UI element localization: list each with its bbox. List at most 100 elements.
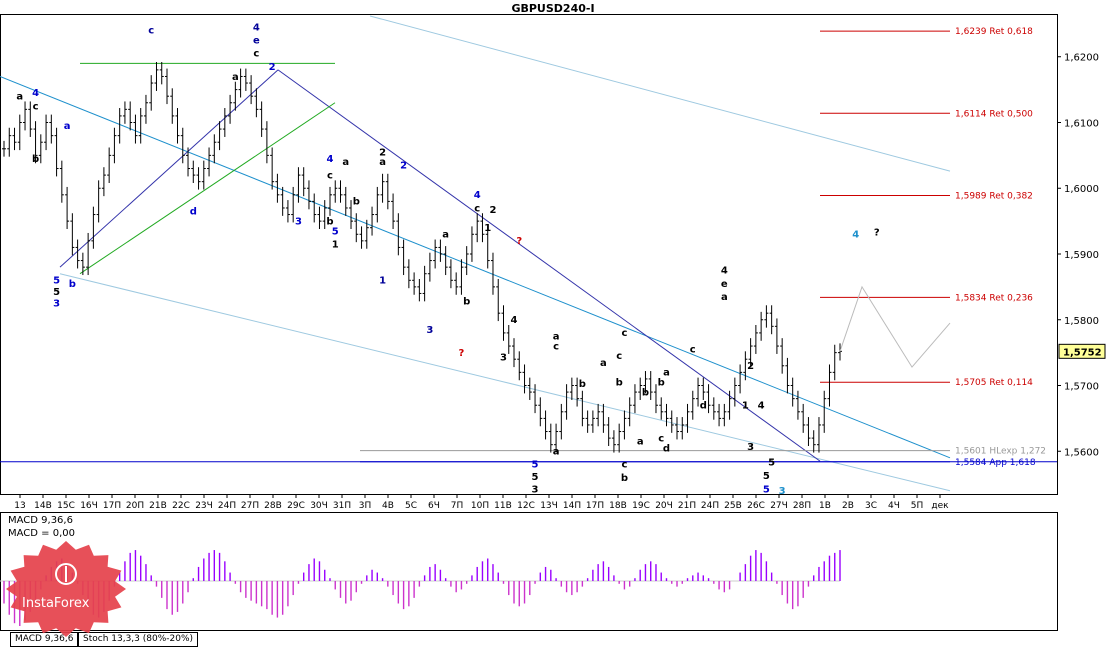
price-bar [243, 68, 248, 91]
price-bar [33, 121, 38, 164]
price-bar [638, 377, 643, 400]
x-tick-label: 17П [103, 501, 121, 511]
wave-label: c [148, 26, 154, 37]
price-bar [753, 325, 758, 354]
price-bar [49, 114, 54, 144]
price-bar [548, 423, 553, 453]
wave-label: a [553, 447, 560, 458]
wave-label: a [379, 157, 386, 168]
price-bar [122, 101, 127, 124]
wave-label: 5 [332, 226, 339, 237]
green-line [79, 102, 336, 275]
price-bar [543, 410, 548, 440]
y-tick-label: 1,5900 [1064, 250, 1099, 261]
price-bar [643, 371, 648, 394]
price-bar [538, 397, 543, 427]
price-bar [391, 193, 396, 230]
x-tick-label: 11В [494, 501, 512, 511]
price-bar [91, 206, 96, 249]
x-tick-label: дек [931, 501, 949, 511]
price-bar [622, 410, 627, 440]
wave-label: 2 [400, 161, 407, 172]
price-bar [333, 180, 338, 203]
x-tick-label: 24П [218, 501, 236, 511]
price-bar [769, 305, 774, 335]
x-tick-label: 28В [264, 501, 282, 511]
wave-label: a [600, 358, 607, 369]
price-bar [443, 246, 448, 276]
price-bar [427, 252, 432, 282]
wave-label: c [553, 341, 559, 352]
price-bar [370, 206, 375, 236]
price-bar [54, 127, 59, 177]
price-bar [354, 213, 359, 243]
price-bar [228, 94, 233, 124]
price-bar [96, 180, 101, 223]
price-bar [212, 134, 217, 164]
wave-label: 2 [489, 205, 496, 216]
price-bar [685, 403, 690, 433]
wave-label: b [326, 216, 333, 227]
price-bar [433, 239, 438, 269]
x-tick-label: 7П [451, 501, 464, 511]
wave-label: c [33, 101, 39, 112]
x-tick-label: 3С [865, 501, 877, 511]
price-bar [617, 423, 622, 453]
wave-label: 3 [295, 216, 302, 227]
price-bar [711, 397, 716, 420]
price-bar [575, 377, 580, 407]
price-bar [306, 180, 311, 210]
x-tick-label: 27Ч [770, 501, 788, 511]
price-bar [38, 134, 43, 164]
price-bar [375, 186, 380, 223]
x-tick-label: 19С [632, 501, 650, 511]
x-tick-label: 24П [701, 501, 719, 511]
price-bar [138, 108, 143, 144]
chart-title: GBPUSD240-I [511, 2, 595, 15]
wave-label: 5 [768, 458, 775, 469]
wave-label: ? [459, 348, 465, 359]
wave-label: 2 [747, 361, 754, 372]
wave-label: b [69, 279, 76, 290]
wave-label: 1 [332, 239, 339, 250]
macd-indicator-label: MACD 9,36,6 [8, 515, 73, 526]
price-bar [222, 108, 227, 137]
wave-label: 4 [327, 154, 334, 165]
price-bar [291, 186, 296, 223]
wave-label: 4 [852, 230, 859, 241]
price-bar [764, 305, 769, 328]
price-bar [101, 167, 106, 197]
price-bar [611, 430, 616, 453]
instaforex-logo [6, 541, 126, 637]
price-bar [727, 390, 732, 420]
price-bar [748, 338, 753, 368]
price-bar [380, 173, 385, 203]
price-bar [706, 384, 711, 414]
wave-label: ? [516, 236, 522, 247]
price-bar [396, 213, 401, 256]
y-tick-label: 1,6200 [1064, 53, 1099, 64]
price-bar [312, 193, 317, 223]
current-price-box [1058, 343, 1106, 359]
logo-emblem-icon [55, 563, 77, 585]
y-tick-label: 1,6100 [1064, 118, 1099, 129]
x-tick-label: 26С [747, 501, 765, 511]
price-bar [659, 397, 664, 420]
tab-stoch[interactable]: Stoch 13,3,3 (80%-20%) [78, 632, 199, 647]
price-bar [580, 390, 585, 427]
price-bar [759, 311, 764, 341]
price-bar [475, 213, 480, 243]
macd-panel-frame [0, 512, 1058, 631]
wave-label: c [658, 433, 664, 444]
x-tick-label: 21В [149, 501, 167, 511]
x-tick-label: 5С [405, 501, 417, 511]
price-bar [249, 75, 254, 105]
price-bar [464, 246, 469, 276]
wave-label: 4 [758, 401, 765, 412]
price-bar [28, 101, 33, 137]
price-bar [128, 101, 133, 131]
price-bar [385, 173, 390, 210]
price-bar [690, 390, 695, 420]
